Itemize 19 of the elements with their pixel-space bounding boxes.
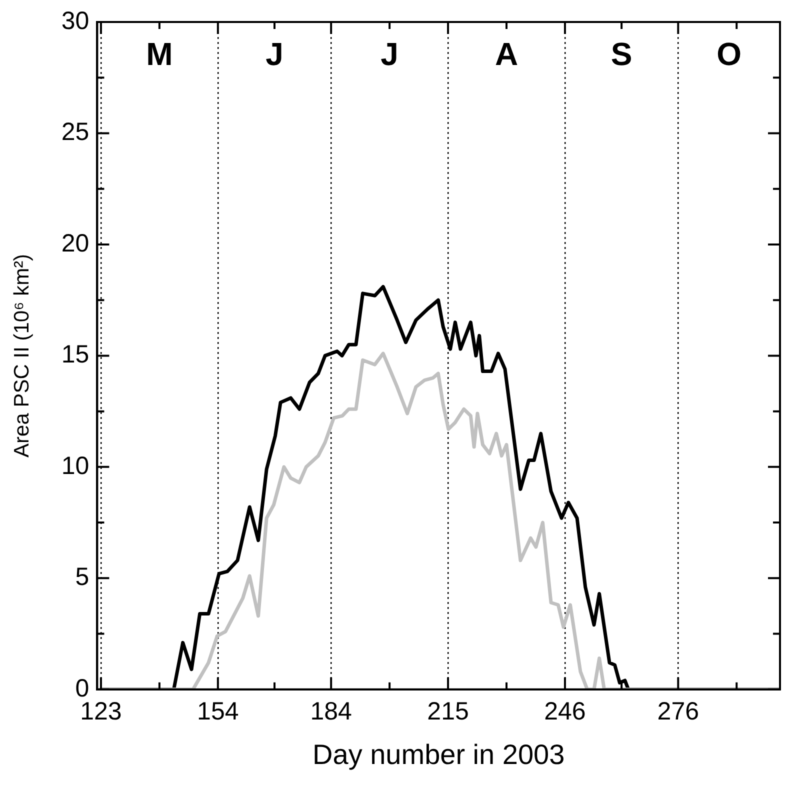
- y-axis-title: Area PSC II (10⁶ km²): [10, 254, 34, 458]
- annotation: O: [716, 36, 742, 72]
- annotation: J: [380, 36, 398, 72]
- y-tick-label: 5: [75, 563, 90, 592]
- x-tick-label: 215: [427, 697, 469, 726]
- annotation: M: [146, 36, 173, 72]
- y-tick-label: 25: [61, 118, 90, 146]
- annotation: A: [494, 36, 518, 72]
- annotation: S: [610, 36, 632, 72]
- y-tick-label: 10: [61, 452, 90, 480]
- y-tick-label: 30: [61, 6, 90, 35]
- y-tick-label: 20: [61, 229, 90, 258]
- y-tick-label: 15: [61, 340, 90, 369]
- x-tick-label: 184: [310, 697, 352, 726]
- x-axis-title: Day number in 2003: [312, 738, 565, 770]
- x-tick-label: 276: [657, 697, 700, 726]
- x-tick-label: 246: [544, 697, 586, 726]
- x-tick-label: 154: [197, 697, 239, 726]
- annotation: J: [266, 36, 284, 72]
